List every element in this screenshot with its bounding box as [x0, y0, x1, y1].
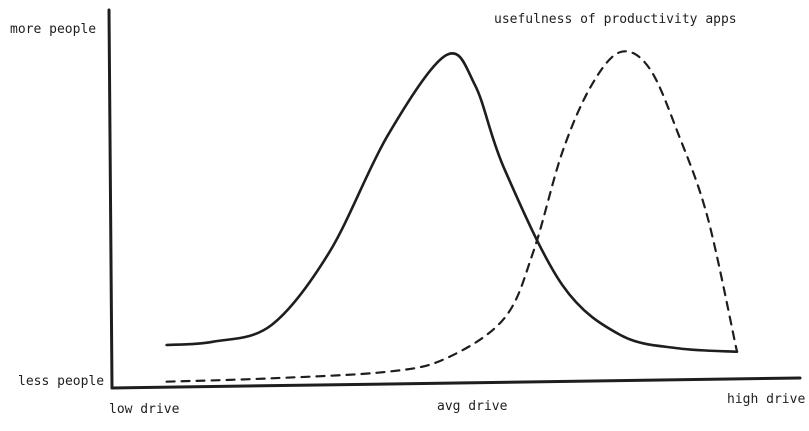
y-tick-label-bottom: less people	[18, 374, 104, 389]
x-tick-label-avg: avg drive	[437, 399, 508, 414]
y-tick-label-top: more people	[10, 22, 96, 37]
x-tick-label-high: high drive	[727, 392, 805, 407]
series-line-dashed	[165, 50, 739, 383]
series-line-solid	[165, 52, 739, 353]
x-tick-label-low: low drive	[109, 402, 180, 417]
y-axis	[107, 8, 114, 390]
dashed-curve-annotation: usefulness of productivity apps	[494, 12, 737, 27]
x-axis	[110, 376, 802, 390]
